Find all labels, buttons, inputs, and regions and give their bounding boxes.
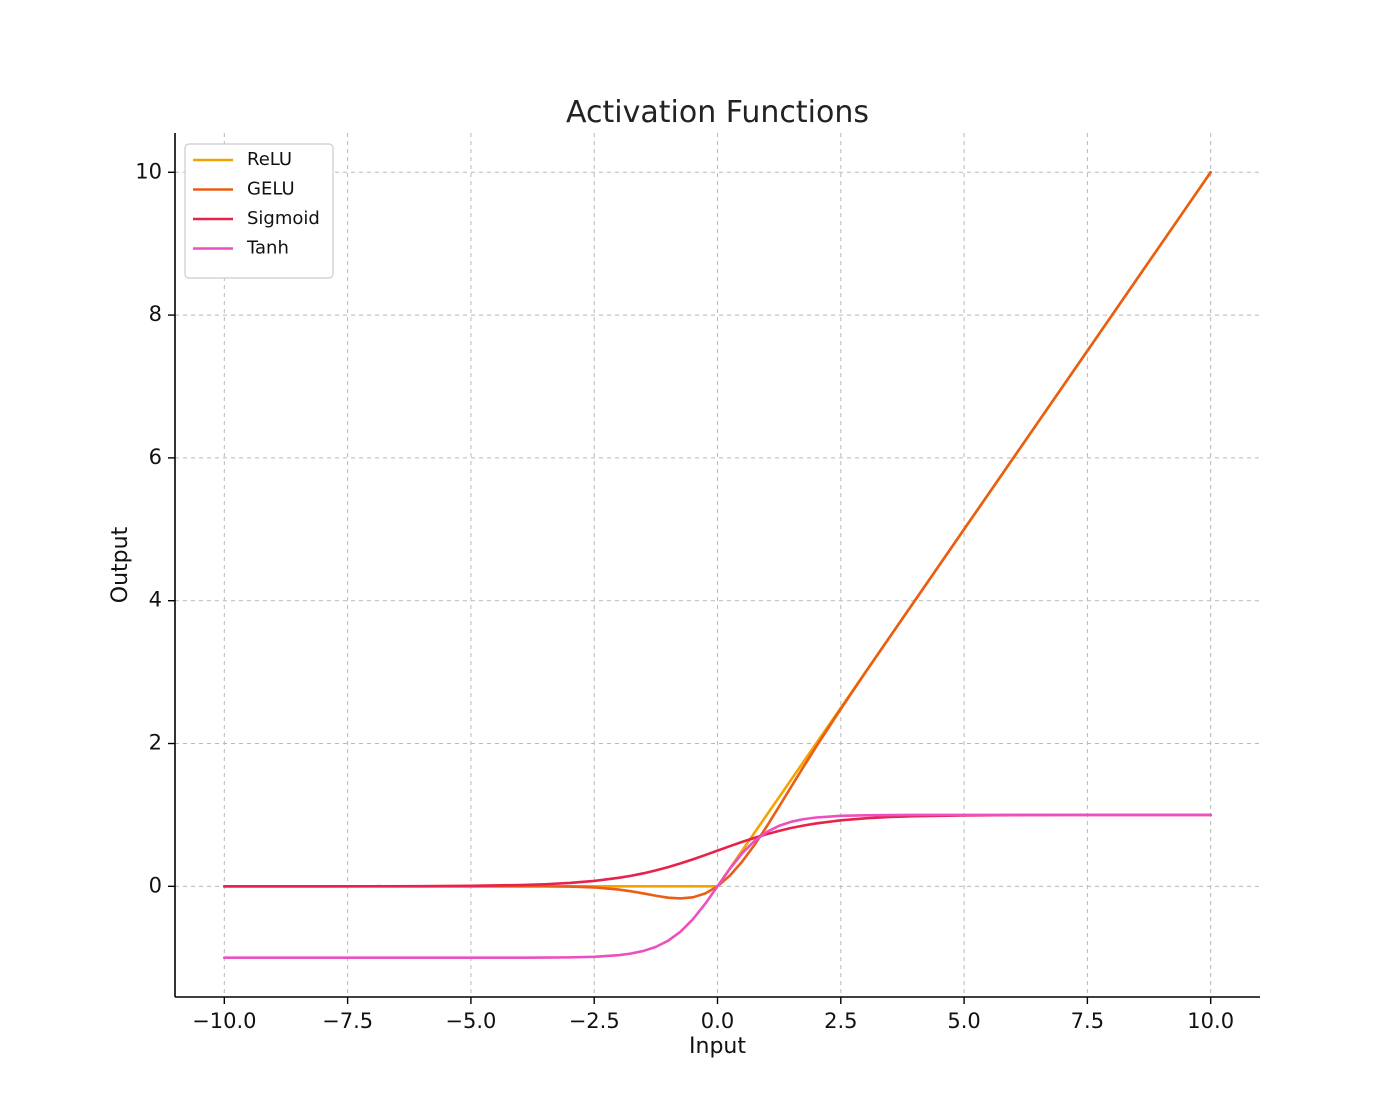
legend-item-relu: ReLU xyxy=(193,149,292,170)
y-tick-label: 10 xyxy=(135,159,162,183)
legend-item-tanh: Tanh xyxy=(193,238,289,259)
legend-label: GELU xyxy=(247,179,295,200)
x-tick-label: 0.0 xyxy=(701,1009,734,1033)
y-tick-label: 8 xyxy=(149,302,162,326)
y-tick-label: 6 xyxy=(149,445,162,469)
legend-frame xyxy=(184,143,334,279)
legend-item-sigmoid: Sigmoid xyxy=(193,208,320,229)
series-line-tanh xyxy=(223,813,1212,960)
x-axis-label: Input xyxy=(689,1034,746,1059)
chart-title: Activation Functions xyxy=(566,95,869,130)
ticks-layer: −10.0 −7.5 −5.0 −2.5 0.0 2.5 5.0 7.5 10.0 0 2 4 6 8 10 xyxy=(135,159,1234,1033)
legend-item-gelu: GELU xyxy=(193,179,295,200)
series-line-sigmoid xyxy=(223,813,1212,888)
x-tick-label: −7.5 xyxy=(322,1009,373,1033)
x-tick-label: 10.0 xyxy=(1187,1009,1234,1033)
legend-label: Tanh xyxy=(246,238,289,259)
grid-layer xyxy=(175,133,1260,997)
y-tick-label: 2 xyxy=(149,731,162,755)
x-tick-label: −5.0 xyxy=(445,1009,496,1033)
x-tick-label: 5.0 xyxy=(947,1009,980,1033)
series-layer xyxy=(223,170,1212,960)
x-tick-label: −10.0 xyxy=(192,1009,256,1033)
legend-items: ReLU GELU Sigmoid Tanh xyxy=(193,149,320,259)
y-tick-label: 4 xyxy=(149,588,162,612)
legend-label: Sigmoid xyxy=(247,208,320,229)
legend: ReLU GELU Sigmoid Tanh xyxy=(184,143,334,279)
y-tick-label: 0 xyxy=(149,873,162,897)
x-tick-label: 7.5 xyxy=(1071,1009,1104,1033)
y-axis-label: Output xyxy=(108,526,133,603)
legend-label: ReLU xyxy=(247,149,292,170)
x-tick-label: −2.5 xyxy=(569,1009,620,1033)
x-tick-label: 2.5 xyxy=(824,1009,857,1033)
